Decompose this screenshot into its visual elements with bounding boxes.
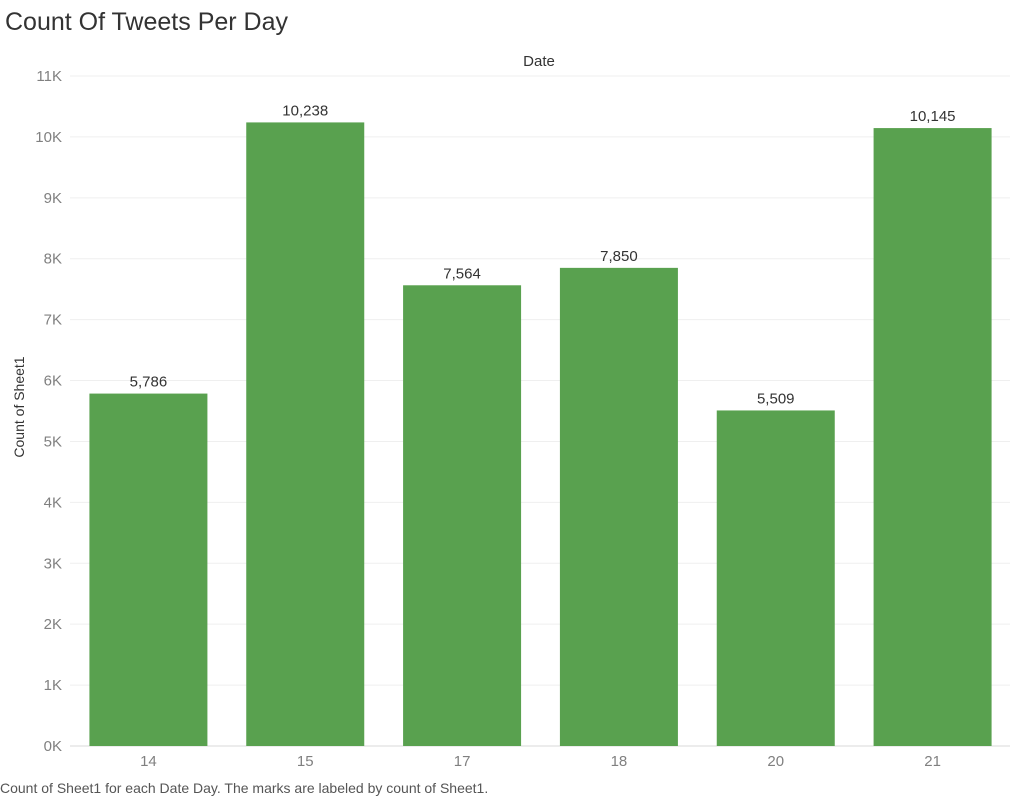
bar-21[interactable] <box>873 128 992 746</box>
data-label-18: 7,850 <box>600 248 638 265</box>
x-axis-header: Date <box>523 53 555 70</box>
y-tick-label: 7K <box>44 312 62 329</box>
x-tick-label-15: 15 <box>297 753 314 770</box>
bar-14[interactable] <box>89 393 208 746</box>
y-tick-label: 4K <box>44 494 62 511</box>
y-tick-label: 6K <box>44 373 62 390</box>
gridlines <box>70 75 1010 747</box>
data-label-20: 5,509 <box>757 390 795 407</box>
bar-17[interactable] <box>403 285 522 746</box>
bars <box>89 122 992 747</box>
y-tick-label: 3K <box>44 555 62 572</box>
y-tick-label: 9K <box>44 190 62 207</box>
y-tick-label: 2K <box>44 616 62 633</box>
bar-20[interactable] <box>716 410 835 746</box>
y-tick-label: 11K <box>36 68 62 85</box>
x-tick-label-18: 18 <box>611 753 628 770</box>
data-label-14: 5,786 <box>130 374 168 391</box>
y-tick-label: 8K <box>44 251 62 268</box>
data-label-21: 10,145 <box>910 108 956 125</box>
x-tick-label-17: 17 <box>454 753 471 770</box>
chart-title: Count Of Tweets Per Day <box>5 8 288 36</box>
data-label-17: 7,564 <box>443 265 481 282</box>
bar-15[interactable] <box>246 122 365 747</box>
x-tick-label-14: 14 <box>140 753 157 770</box>
y-tick-labels: 0K 1K 2K 3K 4K 5K 6K 7K 8K 9K 10K 11K <box>35 68 62 755</box>
bar-18[interactable] <box>559 267 678 746</box>
y-tick-label: 10K <box>35 129 62 146</box>
y-axis-label: Count of Sheet1 <box>11 356 27 457</box>
data-labels: 5,786 10,238 7,564 7,850 5,509 10,145 <box>130 102 956 407</box>
data-label-15: 10,238 <box>282 102 328 119</box>
chart-footnote: Count of Sheet1 for each Date Day. The m… <box>0 780 489 796</box>
x-tick-label-20: 20 <box>767 753 784 770</box>
y-tick-label: 1K <box>44 677 62 694</box>
x-tick-label-21: 21 <box>924 753 941 770</box>
y-tick-label: 0K <box>44 738 62 755</box>
y-tick-label: 5K <box>44 433 62 450</box>
x-tick-labels: 14 15 17 18 20 21 <box>140 753 941 770</box>
